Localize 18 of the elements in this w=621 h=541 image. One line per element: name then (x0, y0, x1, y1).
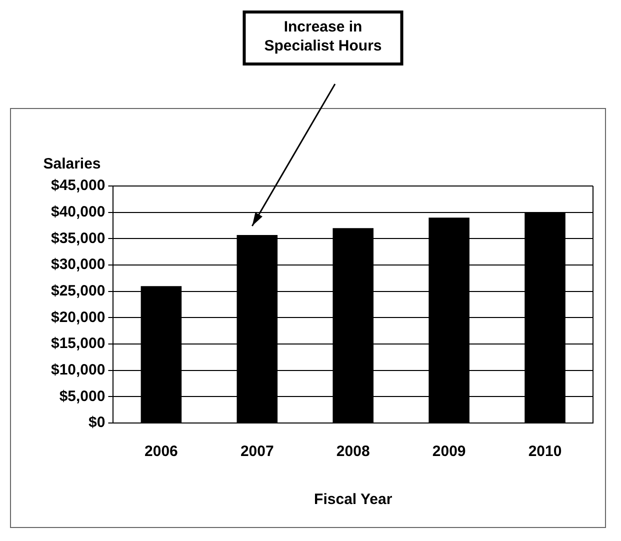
text: Increase in Specialist Hours (264, 18, 382, 55)
y-tick-label: $35,000 (50, 230, 106, 247)
y-tick-label: $20,000 (50, 308, 106, 326)
y-tick-label: $25,000 (50, 282, 106, 300)
y-tick-label: $5,000 (59, 388, 106, 405)
y-tick-label: $45,000 (50, 177, 106, 194)
x-tick-label: 2007 (240, 443, 274, 460)
x-tick-label: 2006 (144, 443, 178, 460)
y-tick-label: $10,000 (50, 361, 106, 378)
y-axis-title: Salaries (43, 156, 101, 173)
x-tick-label: 2009 (432, 443, 466, 460)
y-tick-label: $15,000 (50, 335, 106, 352)
x-tick-label: 2010 (528, 443, 562, 460)
y-tick-label: $0 (88, 414, 106, 432)
x-tick-label: 2008 (336, 443, 370, 460)
y-tick-label: $40,000 (50, 203, 106, 220)
x-axis-title: Fiscal Year (314, 491, 392, 508)
y-tick-label: $30,000 (50, 256, 106, 274)
